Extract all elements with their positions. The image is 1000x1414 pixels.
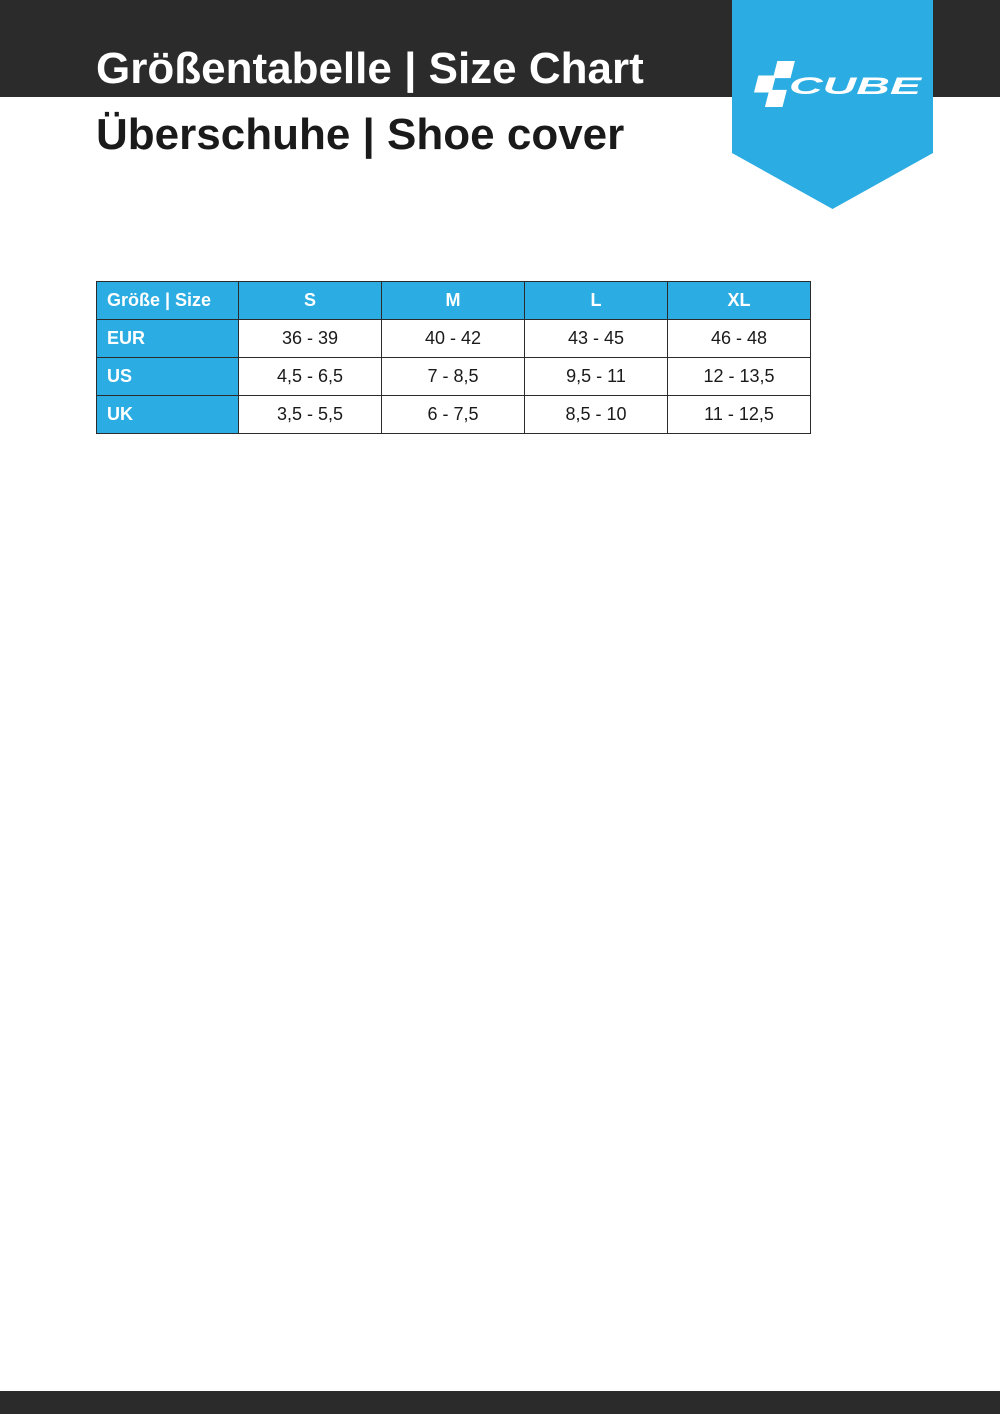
- svg-text:CUBE: CUBE: [789, 73, 923, 100]
